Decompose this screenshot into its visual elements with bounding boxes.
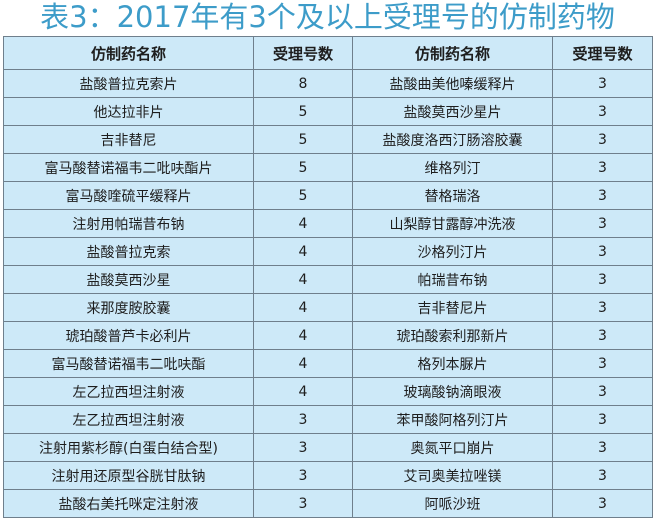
drug-name-cell: 来那度胺胶囊 (3, 293, 254, 322)
count-cell: 4 (253, 349, 353, 378)
drug-name-cell: 玻璃酸钠滴眼液 (352, 377, 553, 406)
drug-name-cell: 苯甲酸阿格列汀片 (352, 405, 553, 434)
drug-name-cell: 盐酸度洛西汀肠溶胶囊 (352, 125, 553, 154)
table-row: 吉非替尼 5 盐酸度洛西汀肠溶胶囊 3 (3, 125, 653, 154)
count-cell: 4 (253, 209, 353, 238)
count-cell: 3 (552, 489, 653, 518)
table-row: 盐酸右美托咪定注射液 3 阿哌沙班 3 (3, 489, 653, 518)
count-cell: 3 (552, 237, 653, 266)
table-row: 注射用帕瑞昔布钠 4 山梨醇甘露醇冲洗液 3 (3, 209, 653, 238)
header-count-2: 受理号数 (552, 36, 653, 70)
count-cell: 3 (552, 377, 653, 406)
table-row: 注射用还原型谷胱甘肽钠 3 艾司奥美拉唑镁 3 (3, 461, 653, 490)
count-cell: 3 (552, 293, 653, 322)
count-cell: 3 (552, 125, 653, 154)
drug-name-cell: 左乙拉西坦注射液 (3, 377, 254, 406)
drug-name-cell: 维格列汀 (352, 153, 553, 182)
drug-name-cell: 替格瑞洛 (352, 181, 553, 210)
header-drug-name-2: 仿制药名称 (352, 36, 553, 70)
count-cell: 3 (552, 433, 653, 462)
count-cell: 4 (253, 237, 353, 266)
count-cell: 3 (552, 321, 653, 350)
count-cell: 3 (253, 461, 353, 490)
header-drug-name-1: 仿制药名称 (3, 36, 254, 70)
drug-name-cell: 山梨醇甘露醇冲洗液 (352, 209, 553, 238)
count-cell: 4 (253, 321, 353, 350)
table-row: 富马酸替诺福韦二吡呋酯片 5 维格列汀 3 (3, 153, 653, 182)
drug-name-cell: 盐酸莫西沙星 (3, 265, 254, 294)
count-cell: 3 (552, 97, 653, 126)
table-row: 琥珀酸普芦卡必利片 4 琥珀酸索利那新片 3 (3, 321, 653, 350)
drug-name-cell: 阿哌沙班 (352, 489, 553, 518)
page-title: 表3：2017年有3个及以上受理号的仿制药物 (40, 0, 615, 34)
drug-name-cell: 艾司奥美拉唑镁 (352, 461, 553, 490)
header-count-1: 受理号数 (253, 36, 353, 70)
table-row: 左乙拉西坦注射液 3 苯甲酸阿格列汀片 3 (3, 405, 653, 434)
table-row: 盐酸普拉克索 4 沙格列汀片 3 (3, 237, 653, 266)
count-cell: 3 (552, 153, 653, 182)
drug-name-cell: 格列本脲片 (352, 349, 553, 378)
drug-name-cell: 帕瑞昔布钠 (352, 265, 553, 294)
table-row: 富马酸替诺福韦二吡呋酯 4 格列本脲片 3 (3, 349, 653, 378)
drug-name-cell: 注射用还原型谷胱甘肽钠 (3, 461, 254, 490)
count-cell: 3 (552, 209, 653, 238)
table-row: 左乙拉西坦注射液 4 玻璃酸钠滴眼液 3 (3, 377, 653, 406)
count-cell: 5 (253, 153, 353, 182)
generic-drug-table: 仿制药名称 受理号数 仿制药名称 受理号数 盐酸普拉克索片 8 盐酸曲美他嗪缓释片 3… (3, 36, 653, 518)
drug-name-cell: 盐酸莫西沙星片 (352, 97, 553, 126)
drug-name-cell: 注射用帕瑞昔布钠 (3, 209, 254, 238)
count-cell: 3 (552, 349, 653, 378)
table-row: 注射用紫杉醇(白蛋白结合型) 3 奥氮平口崩片 3 (3, 433, 653, 462)
drug-name-cell: 奥氮平口崩片 (352, 433, 553, 462)
drug-name-cell: 他达拉非片 (3, 97, 254, 126)
drug-name-cell: 富马酸喹硫平缓释片 (3, 181, 254, 210)
count-cell: 3 (253, 433, 353, 462)
count-cell: 3 (552, 461, 653, 490)
drug-name-cell: 吉非替尼片 (352, 293, 553, 322)
count-cell: 3 (552, 181, 653, 210)
drug-name-cell: 富马酸替诺福韦二吡呋酯片 (3, 153, 254, 182)
count-cell: 8 (253, 69, 353, 98)
count-cell: 5 (253, 97, 353, 126)
drug-name-cell: 琥珀酸索利那新片 (352, 321, 553, 350)
count-cell: 4 (253, 293, 353, 322)
count-cell: 4 (253, 377, 353, 406)
table-header-row: 仿制药名称 受理号数 仿制药名称 受理号数 (3, 36, 653, 70)
table-row: 富马酸喹硫平缓释片 5 替格瑞洛 3 (3, 181, 653, 210)
table-row: 他达拉非片 5 盐酸莫西沙星片 3 (3, 97, 653, 126)
count-cell: 3 (253, 489, 353, 518)
count-cell: 4 (253, 265, 353, 294)
table-row: 盐酸普拉克索片 8 盐酸曲美他嗪缓释片 3 (3, 69, 653, 98)
table-row: 来那度胺胶囊 4 吉非替尼片 3 (3, 293, 653, 322)
drug-name-cell: 富马酸替诺福韦二吡呋酯 (3, 349, 254, 378)
drug-name-cell: 盐酸普拉克索 (3, 237, 254, 266)
count-cell: 3 (253, 405, 353, 434)
drug-name-cell: 琥珀酸普芦卡必利片 (3, 321, 254, 350)
drug-name-cell: 盐酸右美托咪定注射液 (3, 489, 254, 518)
drug-name-cell: 盐酸曲美他嗪缓释片 (352, 69, 553, 98)
drug-name-cell: 沙格列汀片 (352, 237, 553, 266)
drug-name-cell: 吉非替尼 (3, 125, 254, 154)
drug-name-cell: 左乙拉西坦注射液 (3, 405, 254, 434)
count-cell: 5 (253, 125, 353, 154)
count-cell: 5 (253, 181, 353, 210)
count-cell: 3 (552, 265, 653, 294)
drug-name-cell: 注射用紫杉醇(白蛋白结合型) (3, 433, 254, 462)
table-row: 盐酸莫西沙星 4 帕瑞昔布钠 3 (3, 265, 653, 294)
count-cell: 3 (552, 69, 653, 98)
drug-name-cell: 盐酸普拉克索片 (3, 69, 254, 98)
count-cell: 3 (552, 405, 653, 434)
